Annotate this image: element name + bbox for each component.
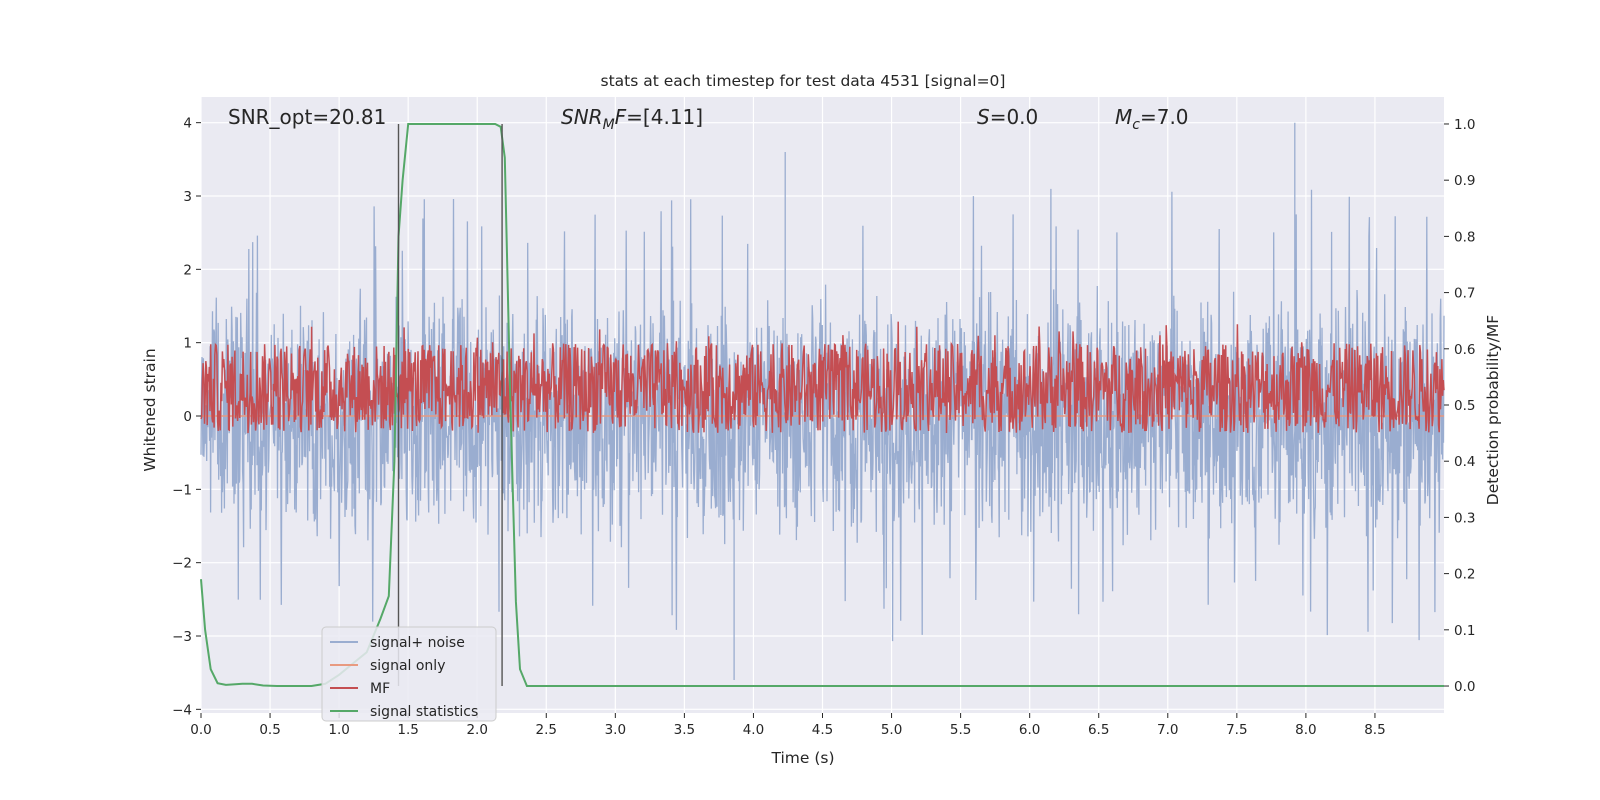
- y-right-tick-label: 0.4: [1454, 454, 1475, 470]
- annotation-mc-value: =7.0: [1140, 105, 1189, 129]
- legend-label: MF: [370, 681, 390, 697]
- x-tick-label: 7.0: [1157, 722, 1178, 738]
- y-right-tick-label: 0.8: [1454, 229, 1475, 245]
- chart-title: stats at each timestep for test data 453…: [601, 72, 1006, 90]
- y-axis-label-left: Whitened strain: [141, 348, 159, 471]
- legend-box: [321, 626, 497, 722]
- x-axis-label: Time (s): [770, 749, 834, 767]
- axes: 0.0 0.5 1.0 1.5 2.0 2.5 3.0 3.5 4.0 4.5 5.0 5.5 6.0 6…: [172, 116, 1475, 738]
- y-right-tick-label: 0.9: [1454, 173, 1475, 189]
- x-tick-label: 0.0: [190, 722, 211, 738]
- x-tick-label: 1.0: [328, 722, 349, 738]
- y-right-tick-label: 0.3: [1454, 510, 1475, 526]
- y-left-tick-label: 2: [183, 262, 192, 278]
- y-left-tick-label: 0: [183, 409, 192, 425]
- y-right-tick-label: 0.7: [1454, 286, 1475, 302]
- y-right-tick-label: 0.1: [1454, 623, 1475, 639]
- y-axis-label-right: Detection probability/MF: [1484, 315, 1502, 506]
- legend-label: signal only: [370, 658, 445, 674]
- x-tick-label: 3.0: [605, 722, 626, 738]
- annotations: SNR_opt=20.81 SNRMF=[4.11] S=0.0 Mc=7.0: [228, 105, 1189, 133]
- y-right-tick-label: 0.6: [1454, 342, 1475, 358]
- y-right-tick-label: 1.0: [1454, 117, 1475, 133]
- legend-label: signal statistics: [370, 704, 478, 720]
- y-left-tick-label: −3: [172, 629, 192, 645]
- y-right-tick-label: 0.0: [1454, 679, 1475, 695]
- annotation-mc-sub: c: [1132, 117, 1140, 133]
- series-mf: [200, 321, 1445, 434]
- y-left-tick-label: 3: [183, 189, 192, 205]
- x-tick-label: 6.0: [1019, 722, 1040, 738]
- annotation-mc-symbol: M: [1115, 105, 1132, 129]
- series-signal-statistics: [200, 123, 1444, 687]
- x-tick-label: 8.0: [1295, 722, 1316, 738]
- x-tick-label: 2.5: [536, 722, 557, 738]
- annotation-s-symbol: S: [977, 105, 990, 129]
- x-tick-label: 6.5: [1088, 722, 1109, 738]
- annotation-snr-mf-symbol: SNR: [561, 105, 603, 129]
- plot-content: [200, 122, 1445, 687]
- annotation-s: S=0.0: [977, 105, 1038, 129]
- x-tick-label: 7.5: [1226, 722, 1247, 738]
- y-left-tick-label: 4: [183, 116, 192, 132]
- annotation-snr-opt: SNR_opt=20.81: [228, 105, 386, 129]
- annotation-snr-mf-value: =[4.11]: [626, 105, 703, 129]
- y-left-tick-label: −2: [172, 556, 192, 572]
- annotation-snr-mf: SNRMF=[4.11]: [561, 105, 703, 133]
- y-left-tick-label: −1: [172, 482, 192, 498]
- x-tick-label: 8.5: [1364, 722, 1385, 738]
- y-left-tick-label: −4: [172, 702, 192, 718]
- annotation-s-value: =0.0: [990, 105, 1039, 129]
- legend: signal+ noise signal only MF signal statist…: [321, 626, 497, 722]
- legend-label: signal+ noise: [370, 635, 465, 651]
- x-tick-label: 1.5: [397, 722, 418, 738]
- y-right-tick-label: 0.2: [1454, 567, 1475, 583]
- y-left-tick-label: 1: [183, 336, 192, 352]
- x-tick-label: 5.0: [881, 722, 902, 738]
- annotation-snr-mf-sub: M: [603, 117, 615, 133]
- x-tick-label: 2.0: [466, 722, 487, 738]
- y-right-tick-label: 0.5: [1454, 398, 1475, 414]
- x-tick-label: 4.0: [743, 722, 764, 738]
- x-tick-label: 4.5: [812, 722, 833, 738]
- x-tick-label: 5.5: [950, 722, 971, 738]
- annotation-snr-mf-f: F: [615, 105, 627, 129]
- annotation-mc: Mc=7.0: [1115, 105, 1189, 133]
- x-tick-label: 3.5: [674, 722, 695, 738]
- x-tick-label: 0.5: [259, 722, 280, 738]
